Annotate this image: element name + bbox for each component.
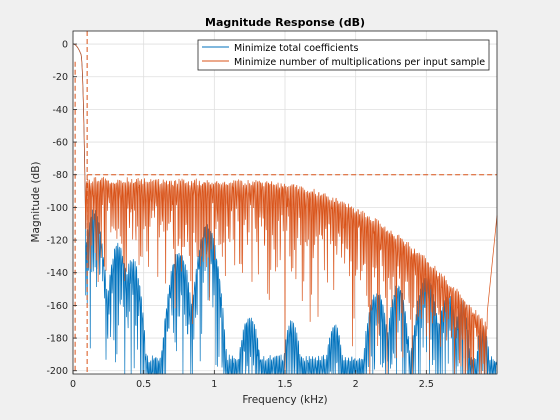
x-tick-label: 1 [211, 379, 217, 390]
y-tick-label: -160 [46, 301, 68, 312]
legend-label-series-1: Minimize total coefficients [234, 43, 359, 54]
y-tick-label: 0 [62, 40, 68, 51]
legend-box [197, 39, 490, 71]
y-tick-label: -120 [46, 236, 68, 247]
y-axis-label: Magnitude (dB) [30, 161, 42, 242]
legend[interactable]: Minimize total coefficients Minimize num… [197, 39, 490, 71]
x-tick-label: 2 [353, 379, 359, 390]
y-tick-label: -20 [52, 72, 68, 83]
legend-label-series-2: Minimize number of multiplications per i… [234, 57, 485, 68]
x-axis-label: Frequency (kHz) [242, 394, 327, 406]
y-tick-label: -60 [52, 138, 68, 149]
x-tick-label: 1.5 [277, 379, 292, 390]
y-tick-label: -140 [46, 268, 68, 279]
y-tick-label: -100 [46, 203, 68, 214]
y-tick-label: -200 [46, 366, 68, 377]
y-tick-label: -40 [52, 105, 68, 116]
x-tick-label: 0 [70, 379, 76, 390]
y-tick-label: -80 [52, 170, 68, 181]
chart-title: Magnitude Response (dB) [205, 16, 365, 29]
y-tick-label: -180 [46, 334, 68, 345]
axis-ticks: 0 0.5 1 1.5 2 2.5 0 -20 -40 -60 -80 -100 -120 -140 -16… [46, 40, 433, 390]
x-tick-label: 0.5 [136, 379, 151, 390]
x-tick-label: 2.5 [419, 379, 434, 390]
spec-mask-lines [74, 31, 497, 374]
